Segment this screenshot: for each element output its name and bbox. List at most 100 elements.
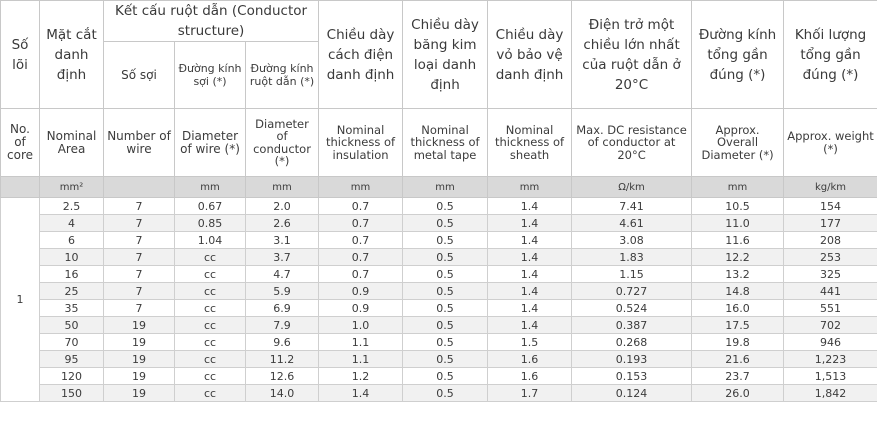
cell-resistance: 4.61 <box>571 214 693 232</box>
cable-spec-table: Số lõi Mặt cắt danh định Kết cấu ruột dẫ… <box>0 0 877 402</box>
cell-conductor-diameter: 5.9 <box>244 282 320 300</box>
cell-wire-diameter: 0.85 <box>174 214 246 232</box>
cell-sheath: 1.6 <box>487 367 573 385</box>
cell-area: 6 <box>39 231 104 249</box>
cell-sheath: 1.4 <box>487 197 573 215</box>
cell-metal-tape: 0.5 <box>402 333 489 351</box>
cell-weight: 702 <box>783 316 877 334</box>
cell-resistance: 1.83 <box>571 248 693 266</box>
cell-overall-diameter: 13.2 <box>691 265 785 283</box>
cell-area: 10 <box>39 248 104 266</box>
cell-num-wires: 19 <box>103 367 175 385</box>
cell-conductor-diameter: 3.1 <box>244 231 320 249</box>
cell-resistance: 0.387 <box>571 316 693 334</box>
unit-resistance: Ω/km <box>571 176 693 198</box>
cell-conductor-diameter: 11.2 <box>244 350 320 368</box>
cell-metal-tape: 0.5 <box>402 384 489 402</box>
cell-num-wires: 19 <box>103 384 175 402</box>
cell-insulation: 1.2 <box>318 367 404 385</box>
cell-num-wires: 7 <box>103 265 175 283</box>
header-wire-diameter-vi: Đường kính sợi (*) <box>174 41 246 109</box>
core-count-cell: 1 <box>0 197 40 402</box>
data-body: 1 2.5 7 0.67 2.0 0.7 0.5 1.4 7.41 10.5 154 4 7 0.85 2.… <box>0 197 877 402</box>
cell-conductor-diameter: 6.9 <box>244 299 320 317</box>
cell-num-wires: 19 <box>103 333 175 351</box>
cell-num-wires: 7 <box>103 248 175 266</box>
unit-insulation: mm <box>318 176 404 198</box>
cell-resistance: 1.15 <box>571 265 693 283</box>
header-conductor-structure: Kết cấu ruột dẫn (Conductor structure) <box>102 0 320 42</box>
cell-wire-diameter: cc <box>174 282 246 300</box>
cell-metal-tape: 0.5 <box>402 367 489 385</box>
cell-weight: 208 <box>783 231 877 249</box>
cell-metal-tape: 0.5 <box>402 214 489 232</box>
cell-overall-diameter: 11.6 <box>691 231 785 249</box>
cell-num-wires: 19 <box>103 350 175 368</box>
cell-resistance: 7.41 <box>571 197 693 215</box>
cell-sheath: 1.4 <box>487 248 573 266</box>
cell-weight: 1,513 <box>783 367 877 385</box>
cell-metal-tape: 0.5 <box>402 265 489 283</box>
cell-weight: 551 <box>783 299 877 317</box>
table-row: 70 19 cc 9.6 1.1 0.5 1.5 0.268 19.8 946 <box>1 333 877 351</box>
cell-insulation: 1.1 <box>318 333 404 351</box>
cell-sheath: 1.4 <box>487 214 573 232</box>
unit-overall-diameter: mm <box>691 176 785 198</box>
table-row: 35 7 cc 6.9 0.9 0.5 1.4 0.524 16.0 551 <box>1 299 877 317</box>
cell-metal-tape: 0.5 <box>402 282 489 300</box>
header-resistance-en: Max. DC resistance of conductor at 20°C <box>571 108 693 177</box>
header-conductor-diameter-vi: Đường kính ruột dẫn (*) <box>244 41 320 109</box>
cell-num-wires: 7 <box>103 197 175 215</box>
cell-conductor-diameter: 9.6 <box>244 333 320 351</box>
cell-num-wires: 7 <box>103 231 175 249</box>
unit-metal-tape: mm <box>402 176 489 198</box>
cell-area: 4 <box>39 214 104 232</box>
cell-wire-diameter: cc <box>174 384 246 402</box>
cell-resistance: 0.193 <box>571 350 693 368</box>
cell-overall-diameter: 10.5 <box>691 197 785 215</box>
cell-resistance: 0.268 <box>571 333 693 351</box>
cell-sheath: 1.4 <box>487 299 573 317</box>
cell-resistance: 0.524 <box>571 299 693 317</box>
cell-metal-tape: 0.5 <box>402 197 489 215</box>
cell-conductor-diameter: 3.7 <box>244 248 320 266</box>
cell-wire-diameter: cc <box>174 350 246 368</box>
cell-num-wires: 7 <box>103 299 175 317</box>
cell-weight: 177 <box>783 214 877 232</box>
unit-sheath: mm <box>487 176 573 198</box>
cell-wire-diameter: cc <box>174 316 246 334</box>
cell-area: 2.5 <box>39 197 104 215</box>
header-insulation-vi: Chiều dày cách điện danh định <box>318 0 404 109</box>
header-area-en: Nominal Area <box>39 108 104 177</box>
cell-metal-tape: 0.5 <box>402 316 489 334</box>
cell-overall-diameter: 12.2 <box>691 248 785 266</box>
table-row: 4 7 0.85 2.6 0.7 0.5 1.4 4.61 11.0 177 <box>1 214 877 232</box>
header-wire-diameter-en: Diameter of wire (*) <box>174 108 246 177</box>
table-row: 25 7 cc 5.9 0.9 0.5 1.4 0.727 14.8 441 <box>1 282 877 300</box>
header-resistance-vi: Điện trở một chiều lớn nhất của ruột dẫn… <box>571 0 693 109</box>
cell-overall-diameter: 14.8 <box>691 282 785 300</box>
header-area-vi: Mặt cắt danh định <box>39 0 104 109</box>
table-row: 95 19 cc 11.2 1.1 0.5 1.6 0.193 21.6 1,223 <box>1 350 877 368</box>
cell-area: 35 <box>39 299 104 317</box>
cell-area: 50 <box>39 316 104 334</box>
header-overall-diameter-vi: Đường kính tổng gần đúng (*) <box>691 0 785 109</box>
header-weight-vi: Khối lượng tổng gần đúng (*) <box>783 0 877 109</box>
cell-resistance: 0.727 <box>571 282 693 300</box>
cell-overall-diameter: 19.8 <box>691 333 785 351</box>
cell-sheath: 1.5 <box>487 333 573 351</box>
cell-conductor-diameter: 12.6 <box>244 367 320 385</box>
header-cores-en: No. of core <box>0 108 40 177</box>
cell-weight: 253 <box>783 248 877 266</box>
cell-metal-tape: 0.5 <box>402 299 489 317</box>
cell-conductor-diameter: 14.0 <box>244 384 320 402</box>
cell-wire-diameter: cc <box>174 333 246 351</box>
header-num-wires-vi: Số sợi <box>103 41 175 109</box>
unit-cores <box>0 176 40 198</box>
cell-wire-diameter: cc <box>174 265 246 283</box>
cell-wire-diameter: cc <box>174 299 246 317</box>
cell-insulation: 0.7 <box>318 214 404 232</box>
header-insulation-en: Nominal thickness of insulation <box>318 108 404 177</box>
table-row: 10 7 cc 3.7 0.7 0.5 1.4 1.83 12.2 253 <box>1 248 877 266</box>
cell-sheath: 1.4 <box>487 265 573 283</box>
